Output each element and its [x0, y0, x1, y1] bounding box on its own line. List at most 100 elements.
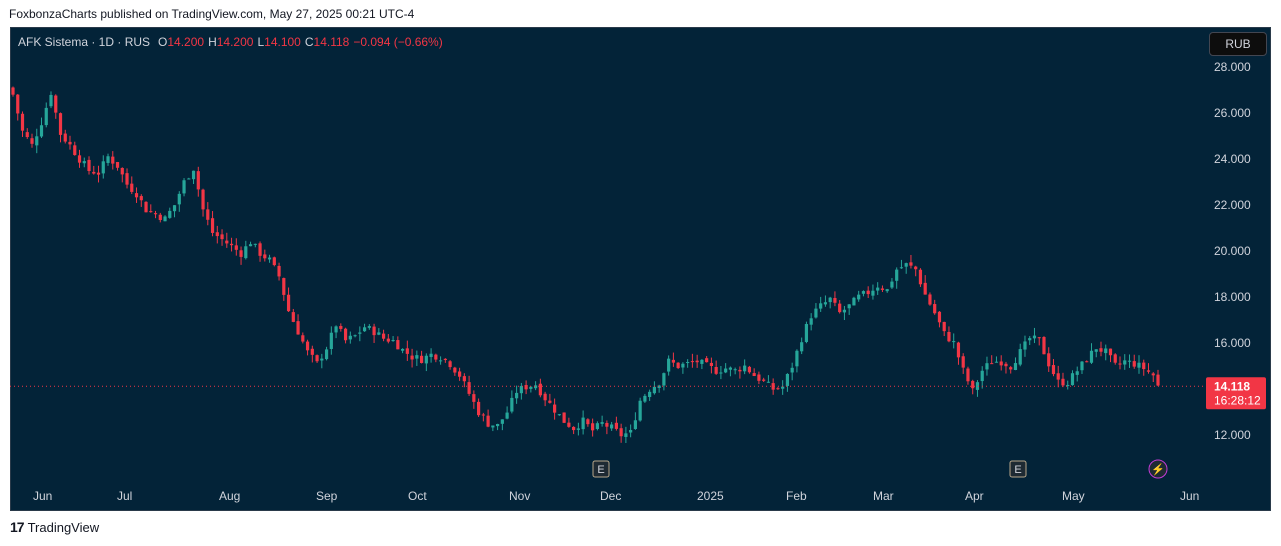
candle-body [87, 159, 91, 171]
candle-body [253, 243, 257, 245]
candle-body [899, 267, 904, 269]
last-price-countdown: 16:28:12 [1214, 393, 1261, 407]
candle-body [210, 218, 215, 233]
candle-body [1018, 349, 1022, 365]
candle-body [381, 333, 386, 339]
candle-body [876, 287, 880, 291]
open-label: O [158, 35, 168, 49]
candle-body [809, 318, 813, 325]
candle-body [54, 95, 58, 113]
candle-body [267, 257, 272, 260]
candle-body [505, 412, 509, 419]
low-label: L [257, 35, 265, 49]
candle-body [852, 297, 856, 306]
candle-body [890, 281, 894, 288]
candle-body [543, 393, 547, 401]
candle-body [25, 132, 29, 138]
candle-body [728, 367, 733, 370]
candle-body [457, 371, 462, 377]
candle-body [681, 363, 685, 368]
x-tick-label: Sep [316, 489, 338, 503]
candle-body [286, 294, 291, 312]
candle-body [648, 391, 652, 398]
candle-body [638, 400, 642, 421]
candle-body [776, 388, 780, 390]
candle-body [77, 155, 82, 163]
candle-body [814, 308, 818, 318]
candle-body [296, 321, 300, 335]
candle-body [866, 290, 870, 295]
candle-body [1032, 335, 1037, 339]
candle-body [947, 331, 951, 342]
candle-body [82, 161, 86, 164]
candle-body [472, 394, 476, 402]
candle-body [686, 361, 690, 363]
high-value: 14.200 [216, 35, 254, 49]
candle-body [111, 156, 115, 164]
tradingview-logo-icon[interactable]: 17 [10, 519, 25, 535]
candle-body [633, 420, 637, 430]
candle-body [790, 367, 794, 373]
candle-body [667, 358, 671, 372]
candle-body [277, 265, 281, 277]
candle-body [534, 385, 538, 389]
dividend-marker-icon[interactable]: ⚡ [1148, 459, 1168, 479]
candle-body [567, 422, 571, 427]
open-value: 14.200 [167, 35, 205, 49]
candle-body [106, 156, 110, 163]
symbol-label[interactable]: AFK Sistema · 1D · RUS [18, 35, 151, 49]
candle-body [838, 303, 842, 313]
currency-button[interactable]: RUB [1209, 32, 1267, 56]
y-tick-label: 20.000 [1214, 244, 1251, 258]
candle-body [415, 355, 419, 359]
candle-body [467, 382, 471, 394]
candle-body [163, 216, 167, 222]
candle-body [747, 366, 752, 373]
brand-name[interactable]: TradingView [27, 519, 100, 535]
candle-body [358, 332, 362, 334]
candle-body [757, 374, 761, 381]
candle-body [961, 356, 965, 368]
candle-body [68, 141, 72, 145]
candle-body [705, 358, 709, 363]
earnings-marker-icon[interactable]: E [1009, 460, 1027, 478]
candle-body [966, 368, 970, 382]
candle-body [405, 348, 409, 354]
candle-body [1123, 360, 1127, 365]
candle-body [177, 193, 181, 205]
candle-body [1127, 360, 1132, 362]
candle-body [215, 232, 219, 237]
earnings-marker-icon[interactable]: E [592, 460, 610, 478]
candle-body [144, 201, 148, 213]
y-tick-label: 18.000 [1214, 290, 1251, 304]
candle-body [244, 246, 248, 259]
candle-body [662, 373, 666, 386]
candle-body [353, 335, 357, 337]
candle-body [548, 400, 552, 403]
candle-body [225, 240, 229, 244]
close-value: 14.118 [313, 35, 350, 49]
candle-body [272, 257, 276, 266]
candle-body [453, 367, 457, 373]
candle-body [1061, 378, 1065, 386]
candle-body [39, 125, 44, 137]
candle-body [315, 355, 319, 362]
candle-body [234, 245, 238, 250]
candle-body [339, 326, 343, 329]
candle-body [804, 323, 809, 342]
x-tick-label: May [1062, 489, 1085, 503]
candle-body [263, 254, 267, 259]
candle-body [1132, 361, 1136, 367]
change-value: −0.094 (−0.66%) [353, 35, 443, 49]
x-tick-label: 2025 [697, 489, 724, 503]
candle-body [595, 423, 599, 430]
candle-body [500, 419, 504, 424]
x-tick-label: Jul [117, 489, 132, 503]
close-label: C [304, 35, 314, 49]
candle-body [391, 340, 395, 342]
chart-panel[interactable] [10, 27, 1271, 511]
x-tick-label: Nov [509, 489, 530, 503]
candle-body [724, 368, 728, 373]
candle-body [1037, 337, 1041, 339]
candlestick-chart[interactable]: 28.000 26.000 24.000 22.000 20.000 18.000 16.0… [10, 27, 1271, 511]
